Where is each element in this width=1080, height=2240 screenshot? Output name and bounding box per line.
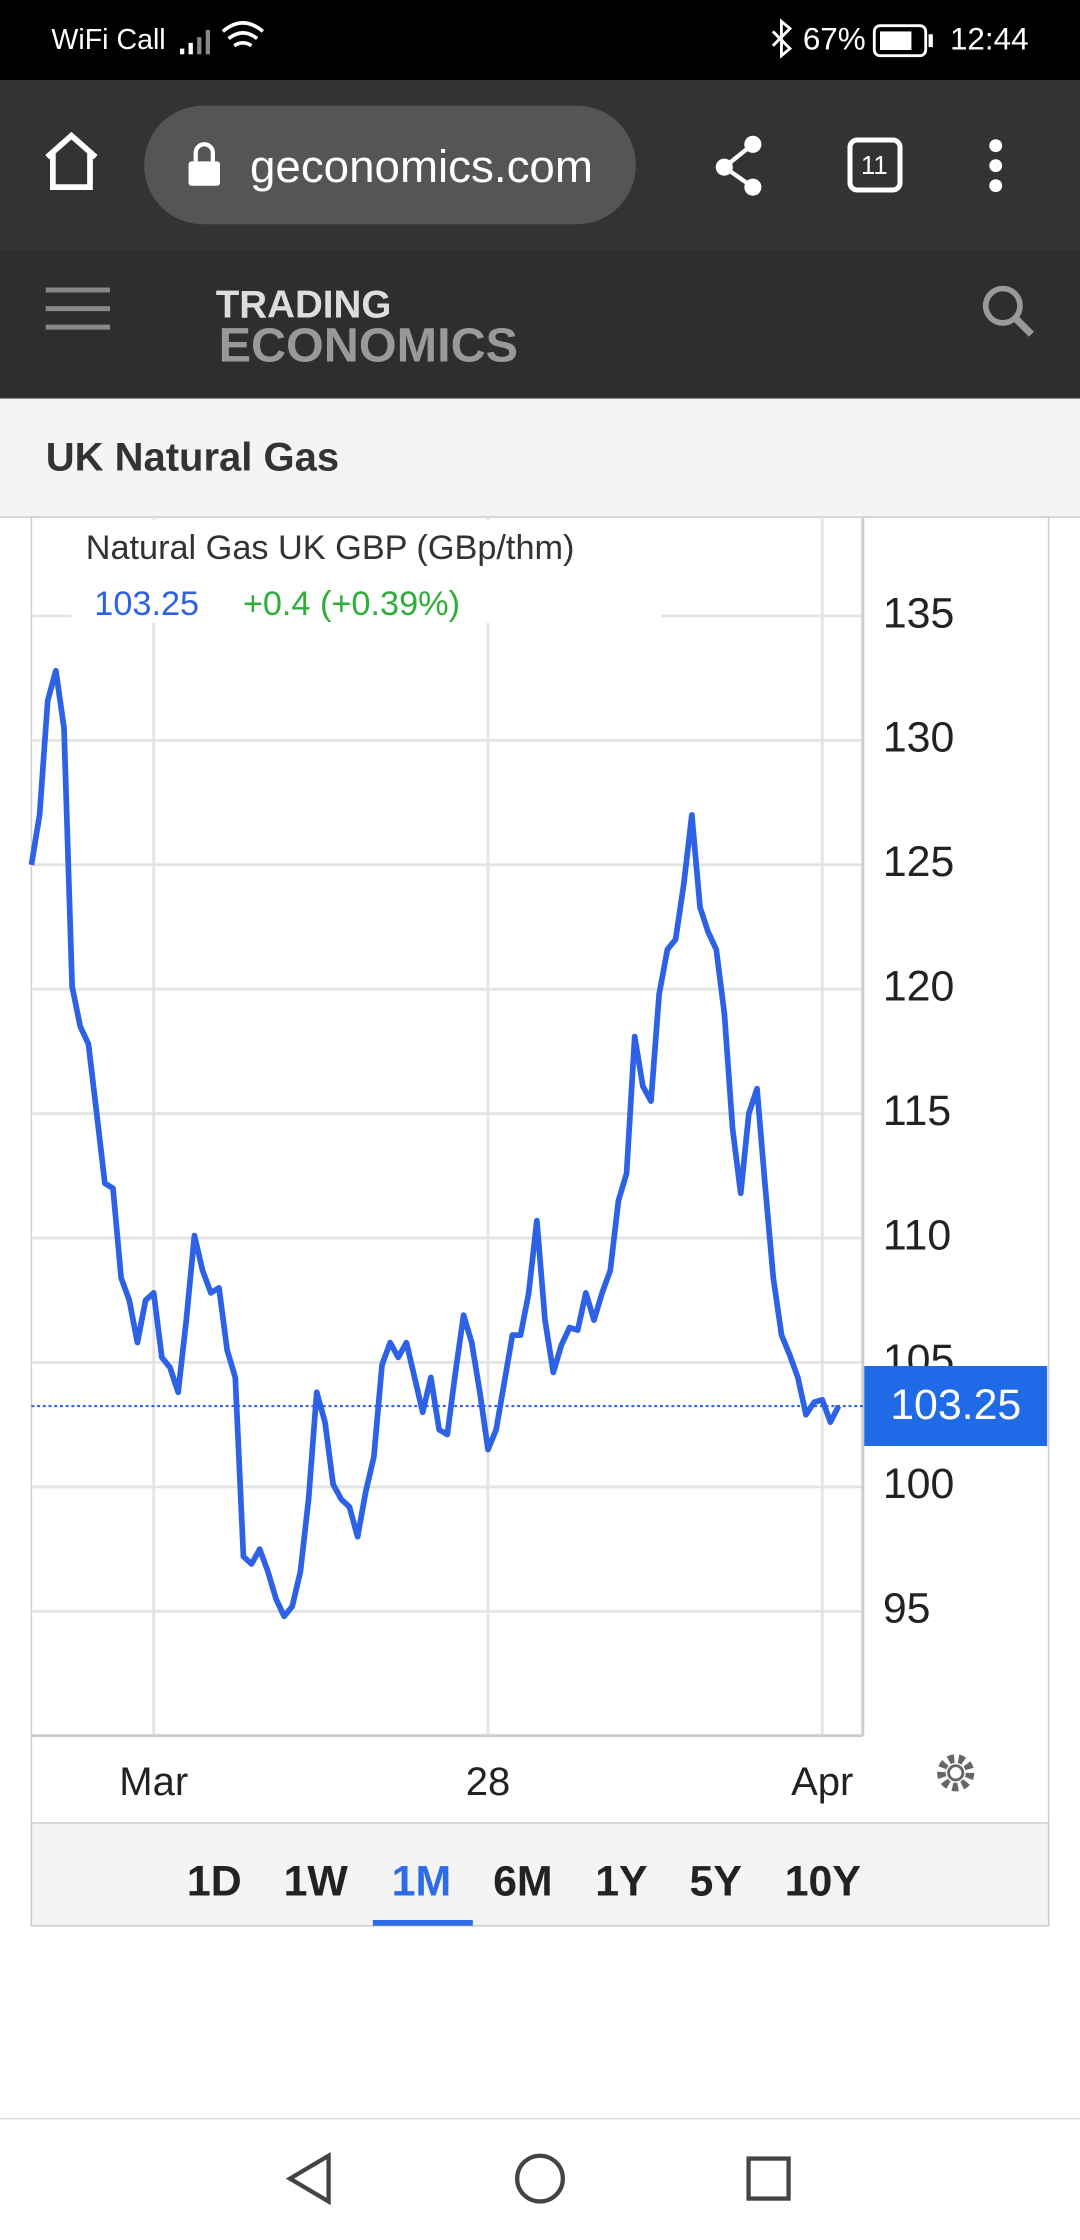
home-nav-button[interactable] <box>515 2153 565 2204</box>
legend-box <box>71 520 662 623</box>
range-button[interactable]: 10Y <box>785 1858 861 1906</box>
range-selected-underline <box>372 1920 473 1926</box>
range-button[interactable]: 1M <box>392 1858 452 1906</box>
range-bar <box>30 1822 1050 1927</box>
home-button[interactable] <box>45 131 98 190</box>
url[interactable]: geconomics.com <box>250 141 593 192</box>
chart-panel <box>30 516 1050 1927</box>
tabs-button[interactable] <box>847 137 903 193</box>
range-button[interactable]: 1W <box>284 1858 349 1906</box>
y-tick-label: 130 <box>883 714 954 762</box>
y-tick-label: 110 <box>883 1211 951 1259</box>
bluetooth-icon <box>771 18 793 59</box>
title-bar <box>0 398 1080 518</box>
signal-icon <box>180 30 210 55</box>
y-tick-label: 135 <box>883 589 954 637</box>
page-title: UK Natural Gas <box>46 436 339 480</box>
hamburger-button[interactable] <box>45 287 110 330</box>
range-button[interactable]: 1Y <box>595 1858 647 1906</box>
site-header <box>0 250 1080 399</box>
price-line <box>28 667 842 1620</box>
price-change: +0.4 (+0.39%) <box>243 585 460 623</box>
settings-button[interactable] <box>937 1754 975 1792</box>
logo-top: TRADING <box>216 283 392 326</box>
battery-level: 67% <box>803 22 866 57</box>
x-tick-label: 28 <box>466 1760 510 1804</box>
range-button[interactable]: 1D <box>187 1858 242 1906</box>
series-name: Natural Gas UK GBP (GBp/thm) <box>86 529 575 567</box>
logo-bottom: ECONOMICS <box>219 318 519 372</box>
share-button[interactable] <box>715 135 762 196</box>
y-tick-label: 120 <box>883 963 954 1011</box>
clock: 12:44 <box>950 22 1029 57</box>
battery-icon <box>872 24 933 58</box>
range-button[interactable]: 6M <box>493 1858 553 1906</box>
carrier: WiFi Call <box>51 24 165 56</box>
y-tick-label: 95 <box>883 1585 931 1633</box>
y-tick-label: 100 <box>883 1460 954 1508</box>
range-button[interactable]: 5Y <box>690 1858 742 1906</box>
last-value-label: 103.25 <box>890 1381 1021 1429</box>
current-price: 103.25 <box>94 585 199 623</box>
tab-count: 11 <box>861 152 888 180</box>
lock-icon <box>188 142 220 186</box>
wifi-icon <box>221 21 265 48</box>
x-tick-label: Mar <box>119 1760 188 1804</box>
last-value-box <box>864 1366 1048 1447</box>
menu-button[interactable] <box>989 139 1003 193</box>
x-tick-label: Apr <box>791 1760 853 1804</box>
range-buttons: 1D 1W 1M 6M 1Y 5Y 10Y <box>187 1858 861 1926</box>
search-button[interactable] <box>982 285 1034 337</box>
y-tick-label: 115 <box>883 1087 951 1135</box>
y-tick-label: 125 <box>883 838 954 886</box>
url-field[interactable] <box>144 105 636 225</box>
back-button[interactable] <box>285 2151 331 2206</box>
recents-button[interactable] <box>746 2156 791 2201</box>
